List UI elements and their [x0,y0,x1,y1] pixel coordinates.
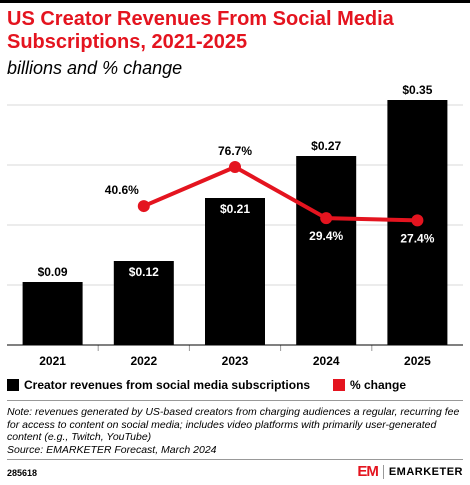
legend: Creator revenues from social media subsc… [7,378,467,394]
legend-swatch-change [333,379,345,391]
bar-label-2023: $0.21 [220,202,250,216]
change-label-2022: 40.6% [105,183,139,197]
bar-label-2022: $0.12 [129,265,159,279]
legend-swatch-revenues [7,379,19,391]
bar-2021 [22,282,83,345]
x-tick-2021: 2021 [39,354,66,368]
legend-item-change: % change [333,378,406,392]
bar-label-2024: $0.27 [311,139,341,153]
bar-label-2021: $0.09 [38,265,68,279]
top-rule [0,0,470,3]
x-tick-2023: 2023 [222,354,249,368]
brand-separator [382,464,384,479]
chart-title: US Creator Revenues From Social Media Su… [7,8,394,53]
change-point-2023 [229,161,241,173]
chart: $0.09 $0.12 $0.21 $0.27 $0.35 40.6% 76.7% 29.4%… [7,83,463,368]
change-line [143,165,418,223]
bar-2023 [205,198,265,345]
chart-id: 285618 [7,468,38,478]
legend-label-change: % change [350,378,407,392]
note-text: Note: revenues generated by US-based cre… [7,406,460,443]
x-tick-2022: 2022 [130,354,157,368]
bar-2022 [113,261,174,345]
brand: EM EMARKETER [357,463,463,480]
bar-label-2025: $0.35 [402,83,432,97]
x-tick-2024: 2024 [313,354,340,368]
legend-item-revenues: Creator revenues from social media subsc… [7,378,310,392]
legend-label-revenues: Creator revenues from social media subsc… [24,378,311,392]
change-point-2025 [411,214,424,227]
note-divider-top [7,400,463,401]
change-point-2024 [320,212,333,225]
bar-2024 [296,156,357,345]
chart-subtitle: billions and % change [7,58,183,78]
brand-name: EMARKETER [388,465,463,478]
change-label-2023: 76.7% [218,144,252,158]
x-tick-2025: 2025 [404,354,431,368]
footnote: Note: revenues generated by US-based cre… [7,406,463,456]
change-label-2024: 29.4% [309,229,343,243]
brand-logo: EM [357,463,378,480]
change-point-2022 [137,200,150,213]
source-text: Source: EMARKETER Forecast, March 2024 [7,443,217,456]
change-label-2025: 27.4% [400,231,434,245]
note-divider-bottom [7,459,463,460]
